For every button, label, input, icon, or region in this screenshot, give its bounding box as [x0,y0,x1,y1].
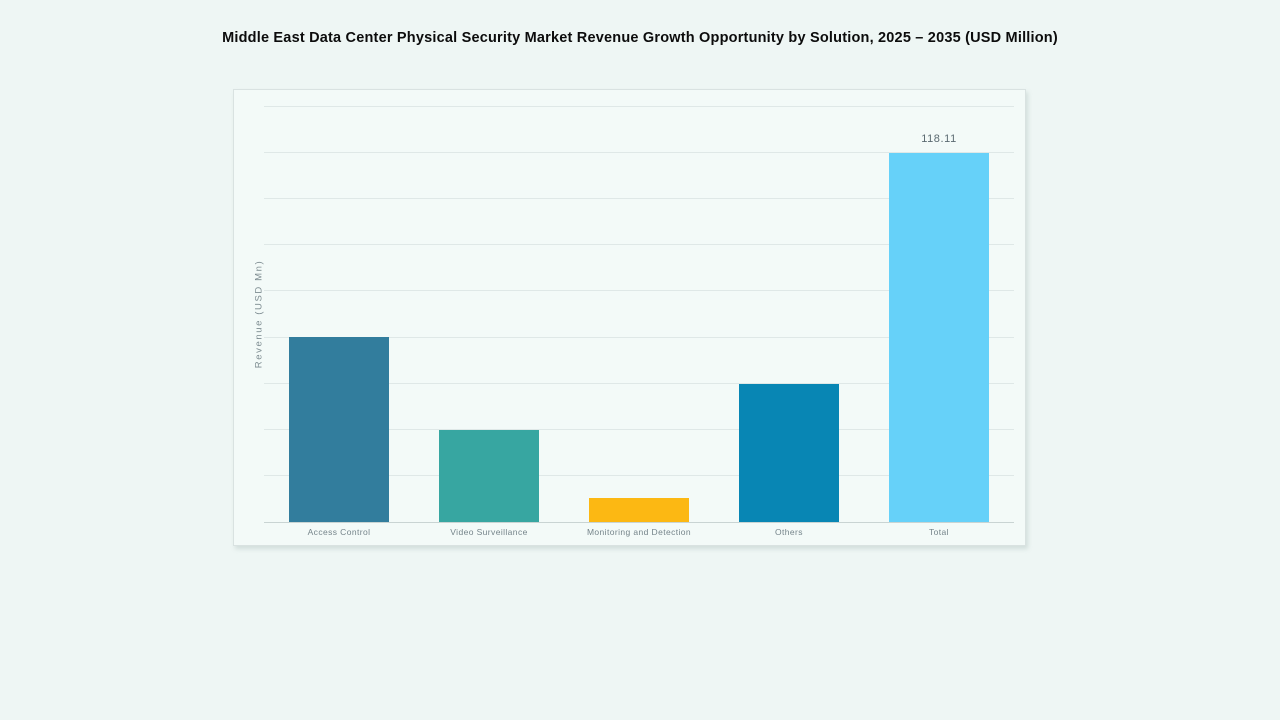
bar-slot-total: 118.11 Total [864,107,1014,537]
gridline [264,198,1014,200]
y-axis-title: Revenue (USD Mn) [253,259,265,369]
x-tick-label-video-surveillance: Video Surveillance [450,527,528,537]
bar-slot-monitoring-and-detection: Monitoring and Detection [564,107,714,537]
bar-monitoring-and-detection [588,497,690,522]
bar-slot-others: Others [714,107,864,537]
gridline [264,382,1014,384]
bar-slots-row: Access Control Video Surveillance Monitori… [264,107,1014,537]
chart-title: Middle East Data Center Physical Securit… [222,30,1058,46]
bar-video-surveillance [438,429,540,522]
gridline [264,244,1014,246]
plot-area: Access Control Video Surveillance Monitori… [264,106,1014,537]
bar-slot-video-surveillance: Video Surveillance [414,107,564,537]
bar-total [888,153,990,522]
gridline [264,474,1014,476]
gridline [264,290,1014,292]
bar-access-control [288,337,390,522]
bar-slot-access-control: Access Control [264,107,414,537]
gridline [264,152,1014,154]
x-tick-label-access-control: Access Control [307,527,371,537]
x-tick-label-others: Others [775,527,803,537]
x-tick-label-monitoring-and-detection: Monitoring and Detection [586,527,692,537]
gridline [264,336,1014,338]
gridline [264,106,1014,107]
bar-others [738,383,840,522]
chart-card: Revenue (USD Mn) Access Control Video Sur… [233,89,1026,546]
bar-value-label-total: 118.11 [921,133,957,146]
gridline [264,428,1014,430]
x-tick-label-total: Total [929,527,949,537]
